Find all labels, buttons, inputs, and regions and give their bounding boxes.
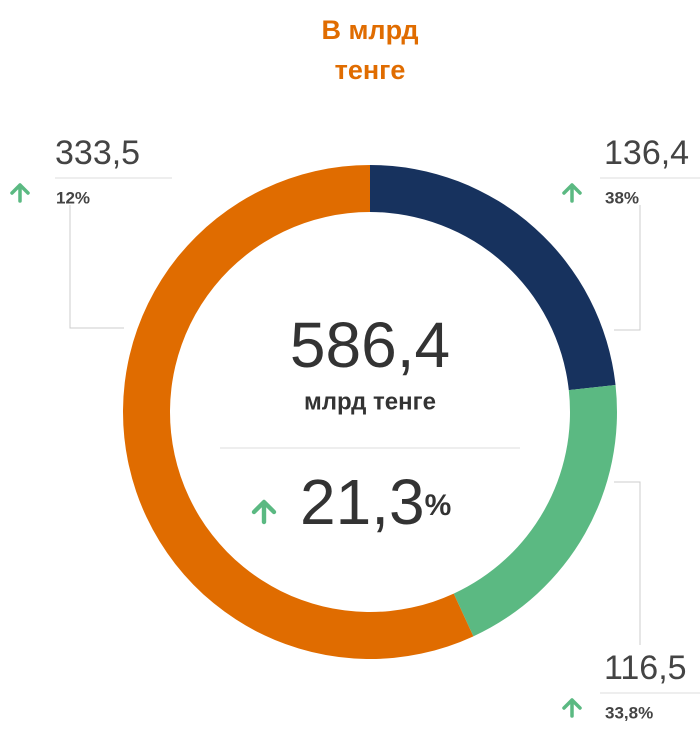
donut-segment — [453, 385, 617, 637]
change-label: 33,8% — [605, 703, 653, 722]
connector — [614, 205, 641, 331]
up-arrow — [251, 499, 277, 525]
connector — [614, 481, 641, 645]
change-label: 38% — [605, 188, 639, 207]
value-label: 136,4 — [604, 134, 689, 172]
up-arrow — [562, 698, 582, 718]
donut-segment — [123, 165, 474, 659]
connector — [69, 205, 124, 329]
total-change-value: 21,3 — [300, 466, 425, 538]
total-change-unit: % — [425, 489, 452, 522]
donut-segment — [370, 165, 616, 391]
value-label: 116,5 — [604, 649, 687, 687]
chart-title: В млрд — [321, 15, 418, 45]
value-label: 333,5 — [55, 134, 140, 172]
up-arrow — [562, 183, 582, 203]
up-arrow — [10, 183, 30, 203]
total-unit: млрд тенге — [304, 388, 436, 415]
chart-title: тенге — [335, 55, 406, 85]
total-change: 21,3% — [300, 466, 451, 538]
change-label: 12% — [56, 188, 90, 207]
total-value: 586,4 — [290, 309, 450, 381]
